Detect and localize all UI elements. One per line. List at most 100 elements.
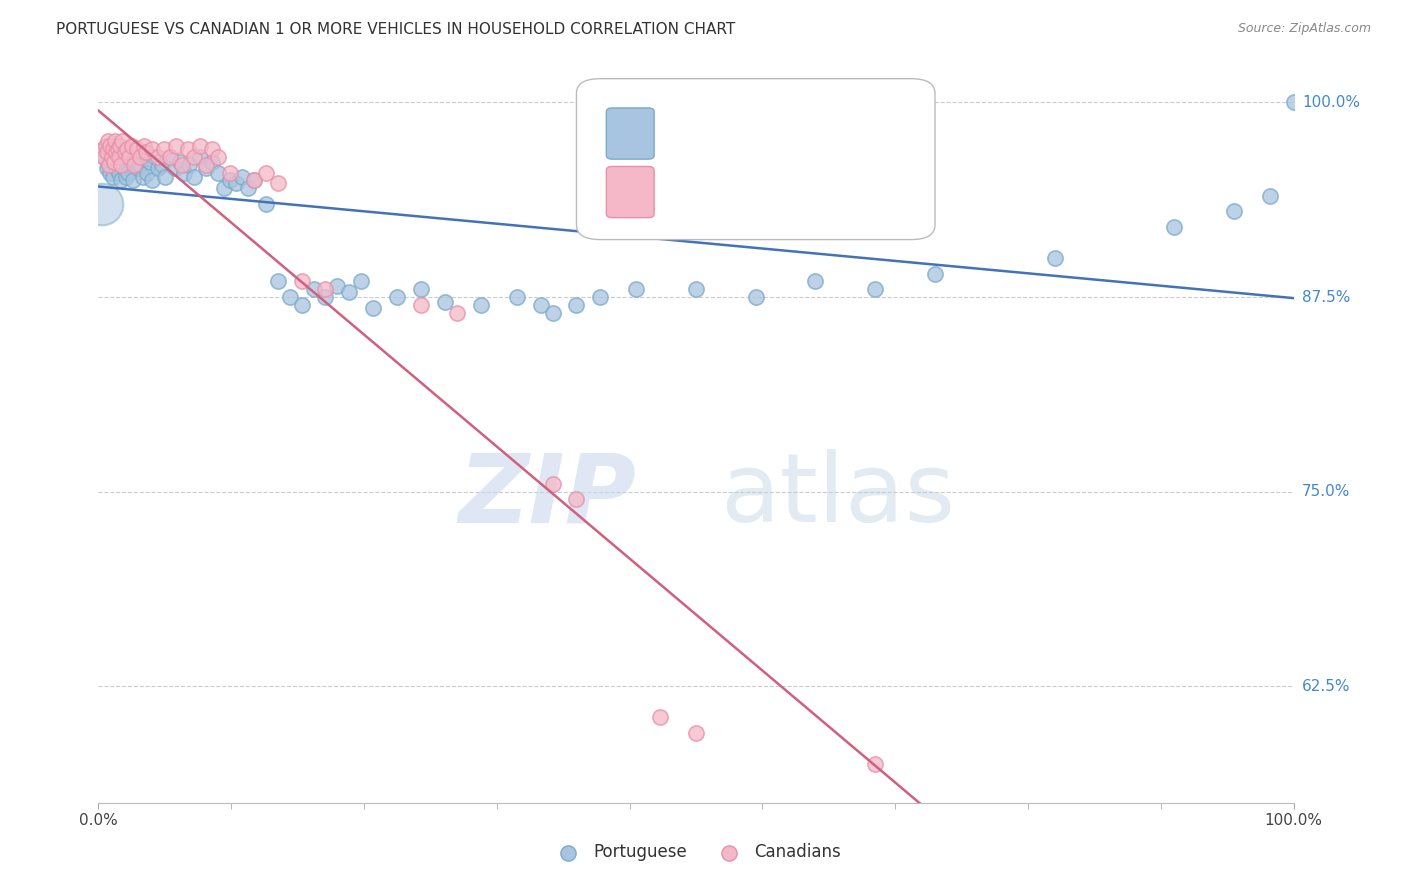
Point — [141, 173, 163, 187]
Point — [219, 165, 242, 179]
Point — [207, 150, 229, 164]
Point — [219, 173, 242, 187]
Point — [163, 161, 186, 175]
Point — [195, 158, 218, 172]
Point — [685, 282, 707, 296]
FancyBboxPatch shape — [606, 108, 654, 159]
Point — [385, 290, 409, 304]
Point — [136, 165, 159, 179]
Point — [183, 170, 205, 185]
Text: atlas: atlas — [720, 449, 955, 542]
FancyBboxPatch shape — [576, 78, 935, 240]
Point — [1282, 95, 1305, 110]
Point — [243, 173, 266, 187]
Point — [446, 305, 468, 319]
Point — [129, 150, 152, 164]
Point — [114, 145, 136, 160]
Point — [148, 161, 170, 175]
Point — [148, 150, 170, 164]
Point — [173, 165, 195, 179]
Point — [183, 150, 205, 164]
Point — [103, 154, 125, 169]
Point — [111, 158, 134, 172]
Point — [267, 177, 290, 191]
Point — [589, 290, 612, 304]
Point — [745, 290, 768, 304]
Point — [112, 161, 135, 175]
Point — [105, 161, 128, 175]
Text: 75.0%: 75.0% — [1302, 484, 1350, 499]
Point — [315, 282, 337, 296]
Point — [411, 282, 433, 296]
Point — [150, 158, 173, 172]
Point — [169, 154, 191, 169]
Point — [135, 145, 157, 160]
Point — [1163, 219, 1185, 234]
Point — [115, 145, 138, 160]
Point — [315, 290, 337, 304]
Point — [225, 177, 247, 191]
Point — [134, 145, 156, 160]
Point — [212, 181, 235, 195]
Point — [97, 139, 120, 153]
Point — [96, 145, 118, 160]
Point — [101, 170, 124, 185]
Point — [326, 279, 349, 293]
Point — [93, 150, 115, 164]
Point — [254, 196, 277, 211]
Point — [103, 142, 125, 156]
Point — [411, 298, 433, 312]
Point — [188, 139, 211, 153]
Point — [267, 275, 290, 289]
Point — [177, 142, 200, 156]
Point — [141, 142, 163, 156]
Point — [541, 476, 564, 491]
Point — [541, 305, 564, 319]
Text: PORTUGUESE VS CANADIAN 1 OR MORE VEHICLES IN HOUSEHOLD CORRELATION CHART: PORTUGUESE VS CANADIAN 1 OR MORE VEHICLE… — [56, 22, 735, 37]
Point — [104, 135, 127, 149]
Point — [107, 142, 129, 156]
Point — [115, 170, 138, 185]
Point — [100, 150, 122, 164]
Text: 62.5%: 62.5% — [1302, 679, 1350, 694]
Point — [159, 150, 181, 164]
Point — [100, 145, 122, 160]
Text: Source: ZipAtlas.com: Source: ZipAtlas.com — [1237, 22, 1371, 36]
Point — [104, 150, 127, 164]
Point — [121, 139, 143, 153]
Point — [172, 158, 194, 172]
Point — [278, 290, 301, 304]
Point — [1258, 189, 1281, 203]
Point — [131, 170, 153, 185]
Point — [207, 165, 229, 179]
Text: 87.5%: 87.5% — [1302, 290, 1350, 304]
Point — [107, 154, 129, 169]
Point — [98, 139, 122, 153]
Point — [470, 298, 492, 312]
Point — [117, 165, 139, 179]
Point — [91, 196, 114, 211]
Point — [291, 275, 314, 289]
Point — [124, 150, 146, 164]
Point — [93, 150, 115, 164]
Point — [143, 150, 166, 164]
Point — [101, 142, 124, 156]
Point — [243, 173, 266, 187]
Point — [179, 158, 201, 172]
Point — [1223, 204, 1246, 219]
Point — [91, 142, 114, 156]
Text: 100.0%: 100.0% — [1302, 95, 1360, 110]
Point — [236, 181, 259, 195]
Point — [118, 150, 141, 164]
Point — [125, 142, 148, 156]
Point — [530, 298, 553, 312]
Point — [108, 139, 131, 153]
Point — [127, 161, 149, 175]
Point — [122, 173, 145, 187]
Point — [195, 161, 218, 175]
Text: R = -0.070    N = 52: R = -0.070 N = 52 — [658, 183, 841, 201]
Point — [339, 285, 361, 300]
Point — [110, 173, 132, 187]
Point — [114, 150, 136, 164]
Point — [115, 142, 138, 156]
